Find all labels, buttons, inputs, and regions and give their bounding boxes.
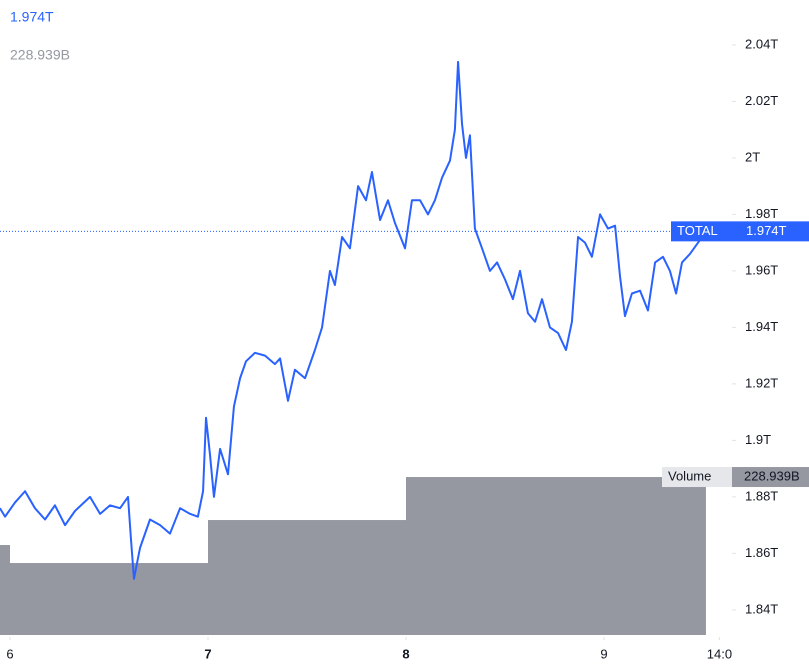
current-value-label: 1.974T [746, 223, 787, 238]
price-line [0, 60, 707, 580]
price-value-box [732, 221, 809, 242]
x-tick-label: 6 [6, 646, 13, 661]
x-tick-label: 8 [402, 646, 409, 661]
y-tick-label: 2T [745, 149, 760, 164]
x-tick-label: 9 [600, 646, 607, 661]
x-tick-label: 7 [204, 646, 211, 661]
series-name: TOTAL [677, 223, 718, 238]
y-tick-label: 1.88T [745, 488, 778, 503]
series-name-box [671, 221, 732, 242]
y-tick-label: 1.86T [745, 545, 778, 560]
y-tick-label: 1.96T [745, 262, 778, 277]
series-name: Volume [668, 468, 711, 483]
volume-bar [405, 477, 706, 635]
current-value-label: 228.939B [744, 468, 800, 483]
plot-area [0, 60, 707, 635]
y-tick-label: 1.9T [745, 432, 771, 447]
volume-value-box [732, 467, 809, 488]
y-tick-label: 1.94T [745, 319, 778, 334]
volume-readout: 228.939B [10, 47, 70, 63]
y-tick-label: 1.84T [745, 601, 778, 616]
volume-name-box [662, 467, 732, 488]
y-tick-label: 1.92T [745, 375, 778, 390]
x-tick-label: 14:0 [707, 646, 732, 661]
y-tick-label: 2.04T [745, 36, 778, 51]
y-tick-label: 2.02T [745, 93, 778, 108]
y-tick-label: 1.98T [745, 206, 778, 221]
price-readout: 1.974T [10, 9, 54, 25]
volume-bar [0, 545, 10, 635]
volume-bar [207, 520, 406, 635]
volume-bar [9, 563, 208, 635]
